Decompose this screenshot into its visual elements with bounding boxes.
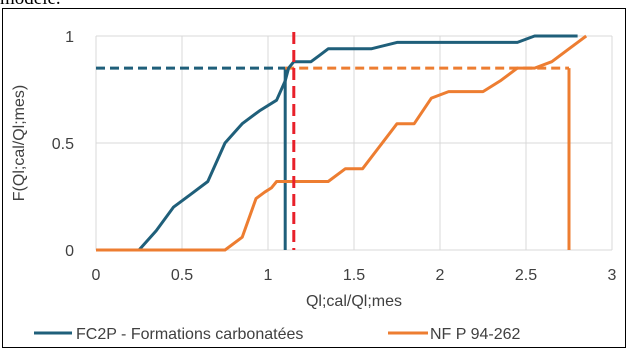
series-line-fc2p	[96, 34, 578, 252]
x-tick-label: 0	[92, 267, 101, 284]
y-tick-label: 0	[65, 243, 74, 260]
y-tick-label: 1	[65, 29, 74, 46]
x-tick-label: 2	[436, 267, 445, 284]
chart-frame	[2, 8, 626, 348]
tick-labels: 0 0.5 1 1.5 2 2.5 3 0 0.5 1	[52, 29, 617, 284]
legend-label-fc2p: FC2P - Formations carbonatées	[76, 326, 303, 343]
x-tick-label: 2.5	[515, 267, 537, 284]
series-lines	[96, 32, 588, 252]
x-tick-label: 1.5	[343, 267, 365, 284]
legend-label-nfp: NF P 94-262	[430, 326, 521, 343]
reference-lines	[96, 66, 571, 250]
x-tick-label: 0.5	[171, 267, 193, 284]
header-fragment-text: modèle.	[0, 0, 61, 10]
x-axis-title: Ql;cal/Ql;mes	[306, 293, 402, 310]
y-tick-label: 0.5	[52, 136, 74, 153]
x-tick-label: 3	[608, 267, 617, 284]
series-line-nfp	[96, 34, 588, 252]
x-tick-label: 1	[264, 267, 273, 284]
y-axis-title: F(Ql;cal/Ql;mes)	[11, 85, 28, 201]
legend: FC2P - Formations carbonatées NF P 94-26…	[34, 326, 521, 343]
